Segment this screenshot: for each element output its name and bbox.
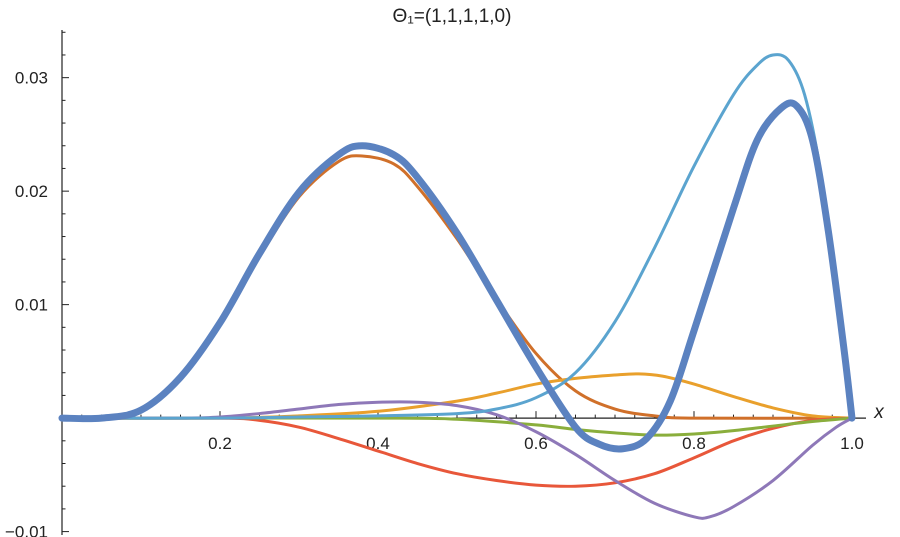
- series-line-4: [60, 416, 854, 437]
- x-tick-label: 1.0: [840, 434, 864, 453]
- chart-title: Θ₁=(1,1,1,1,0): [393, 6, 512, 27]
- series-layer: [58, 53, 856, 520]
- x-tick-label: 0.6: [524, 434, 548, 453]
- y-tick-label: −0.01: [5, 523, 48, 537]
- x-axis-label: x: [873, 402, 885, 423]
- y-tick-label: 0.02: [15, 182, 48, 201]
- x-tick-label: 0.2: [208, 434, 232, 453]
- y-tick-label: 0.03: [15, 69, 48, 88]
- axes: 0.2 0.4 0.6 0.8 1.0−0.010.010.020.03: [5, 30, 866, 537]
- series-line-5: [60, 400, 854, 520]
- series-line-3: [60, 416, 854, 488]
- y-tick-label: 0.01: [15, 296, 48, 315]
- x-tick-label: 0.8: [682, 434, 706, 453]
- series-line-7: [58, 99, 856, 453]
- series-line-6: [60, 53, 854, 420]
